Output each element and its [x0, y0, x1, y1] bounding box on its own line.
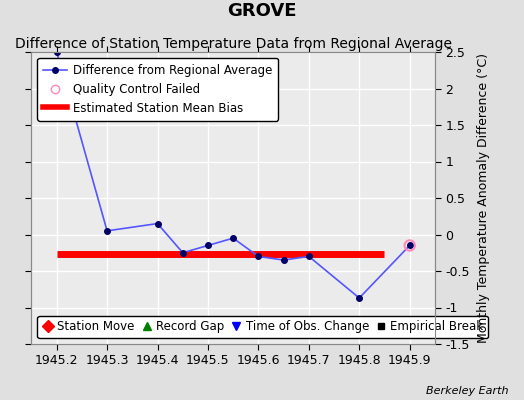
Difference from Regional Average — [180, 250, 186, 255]
Difference from Regional Average — [53, 50, 60, 54]
Y-axis label: Monthly Temperature Anomaly Difference (°C): Monthly Temperature Anomaly Difference (… — [477, 53, 490, 343]
Text: GROVE: GROVE — [227, 2, 297, 20]
Difference from Regional Average — [155, 221, 161, 226]
Legend: Station Move, Record Gap, Time of Obs. Change, Empirical Break: Station Move, Record Gap, Time of Obs. C… — [37, 316, 488, 338]
Difference from Regional Average — [104, 228, 110, 233]
Difference from Regional Average — [230, 236, 236, 240]
Difference from Regional Average — [305, 254, 312, 259]
Line: Difference from Regional Average: Difference from Regional Average — [54, 49, 412, 301]
Difference from Regional Average — [356, 296, 363, 300]
Difference from Regional Average — [280, 258, 287, 262]
Point — [406, 242, 414, 249]
Text: Berkeley Earth: Berkeley Earth — [426, 386, 508, 396]
Difference from Regional Average — [205, 243, 211, 248]
Difference from Regional Average — [255, 254, 261, 259]
Difference from Regional Average — [407, 243, 413, 248]
Title: Difference of Station Temperature Data from Regional Average: Difference of Station Temperature Data f… — [15, 37, 452, 51]
